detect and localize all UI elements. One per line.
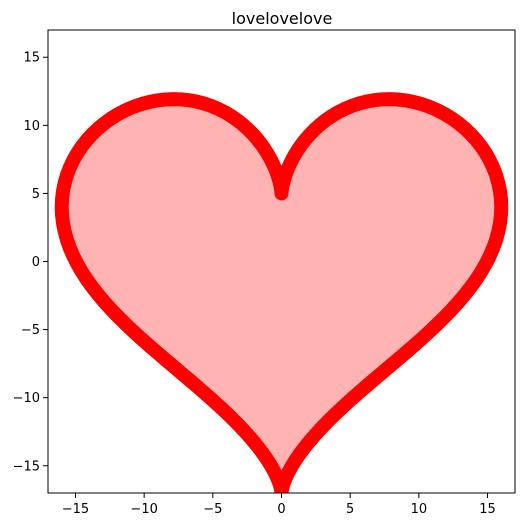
y-tick-label: 10: [23, 119, 40, 134]
plot-area: [54, 92, 509, 500]
x-tick-label: −15: [62, 502, 89, 517]
x-tick-label: −5: [203, 502, 222, 517]
x-tick-label: 10: [411, 502, 428, 517]
y-tick-label: −10: [13, 391, 40, 406]
axis-ticks: −15 −10 −5 0 5 10 15 −15 −10 −5 0 5 10 15: [13, 51, 496, 517]
y-tick-label: −5: [21, 323, 40, 338]
y-tick-label: 0: [32, 255, 40, 270]
x-tick-label: −10: [130, 502, 157, 517]
heart-fill: [61, 99, 502, 493]
y-tick-label: 5: [32, 187, 40, 202]
x-tick-label: 15: [479, 502, 496, 517]
heart-outline: [54, 92, 509, 500]
y-tick-label: 15: [23, 51, 40, 66]
y-tick-label: −15: [13, 459, 40, 474]
x-tick-label: 0: [277, 502, 285, 517]
chart-title: lovelovelove: [232, 9, 333, 28]
x-tick-label: 5: [346, 502, 354, 517]
